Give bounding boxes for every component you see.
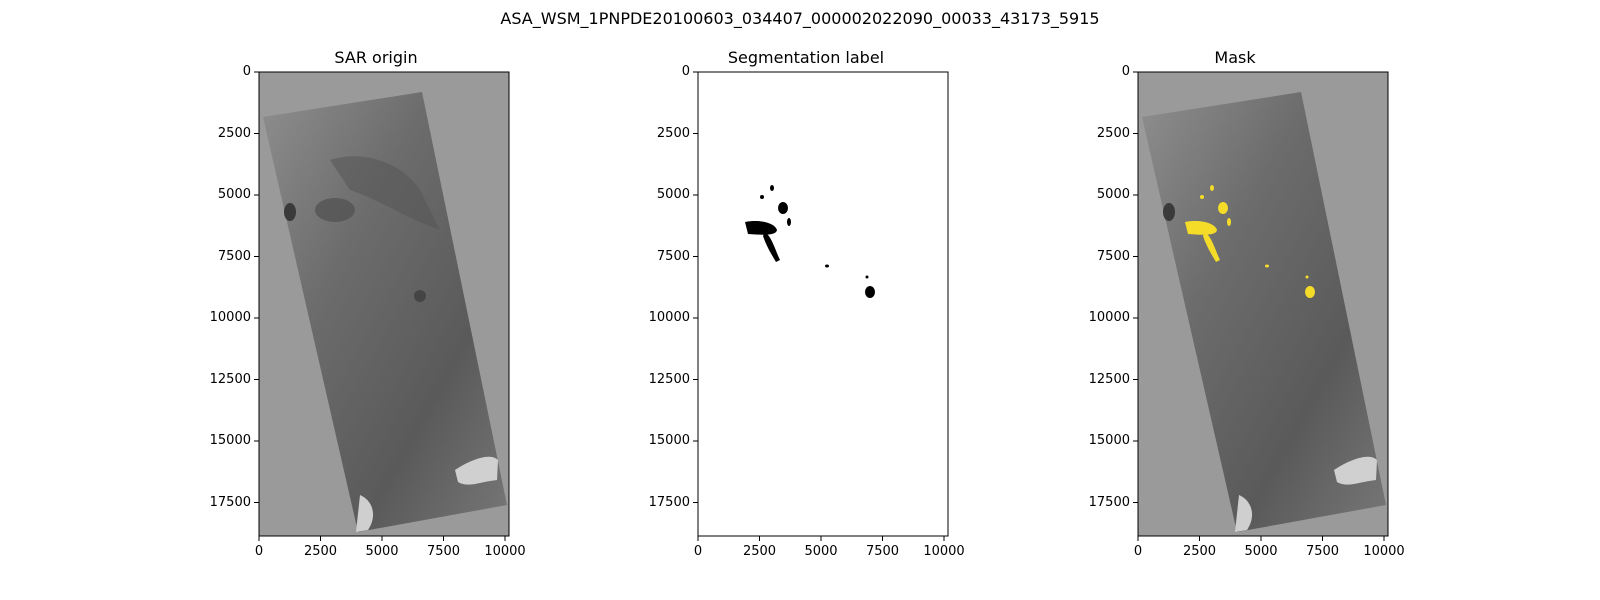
y-tick-label: 10000 xyxy=(648,310,690,325)
slick-region xyxy=(763,232,780,262)
mask-slick-overlay xyxy=(1210,185,1214,191)
x-tick-label: 7500 xyxy=(865,544,900,559)
mask-slick-dark xyxy=(1163,203,1175,221)
y-tick-label: 17500 xyxy=(209,494,251,510)
y-tick-label: 5000 xyxy=(656,187,690,202)
slick-region xyxy=(825,264,829,268)
y-tick-label: 7500 xyxy=(656,248,690,264)
axes-frame-2 xyxy=(697,71,949,537)
y-tick-label: 5000 xyxy=(217,187,251,202)
slick-region xyxy=(770,185,774,191)
slick-region xyxy=(778,202,788,214)
mask-image xyxy=(1138,72,1388,536)
sar-coastline-dark xyxy=(330,156,440,230)
slick-region xyxy=(745,220,777,235)
x-tick-label: 10000 xyxy=(1363,544,1405,559)
axes-frame-1 xyxy=(258,71,510,537)
mask-slick-overlay xyxy=(1227,218,1231,226)
sar-slick-dark xyxy=(315,198,355,222)
sar-land-bottom-2 xyxy=(356,495,374,532)
y-tick-label: 2500 xyxy=(656,125,690,141)
mask-slick-overlay xyxy=(1203,232,1220,262)
mask-slick-overlay xyxy=(1200,195,1204,199)
y-tick-label: 12500 xyxy=(1088,371,1130,387)
y-tick-label: 0 xyxy=(1121,64,1130,79)
mask-slick-overlay xyxy=(1305,275,1309,279)
x-tick-label: 5000 xyxy=(365,544,399,559)
y-tick-label: 2500 xyxy=(1096,125,1130,141)
figure-suptitle: ASA_WSM_1PNPDE20100603_034407_0000020220… xyxy=(500,9,1100,28)
x-tick-label: 10000 xyxy=(923,544,965,559)
sar-slick-dark xyxy=(414,290,426,302)
x-tick-label: 10000 xyxy=(484,544,526,559)
y-tick-label: 17500 xyxy=(1088,494,1130,510)
y-tick-label: 12500 xyxy=(209,371,251,387)
y-tick-label: 17500 xyxy=(648,494,690,510)
x-tick-label: 0 xyxy=(693,544,703,559)
y-tick-label: 10000 xyxy=(1088,310,1130,325)
x-tick-label: 5000 xyxy=(804,544,838,559)
slick-region xyxy=(865,286,875,298)
tick-marks xyxy=(254,71,1385,541)
mask-swath xyxy=(1142,92,1386,532)
y-tick-label: 15000 xyxy=(1088,433,1130,448)
label-background xyxy=(698,72,948,536)
mask-land-bottom-2 xyxy=(1235,495,1253,532)
x-tick-label: 2500 xyxy=(742,544,777,559)
panel-title-sar-origin: SAR origin xyxy=(334,48,418,67)
y-tick-label: 0 xyxy=(681,64,690,79)
panel-title-mask: Mask xyxy=(1214,48,1256,67)
sar-slick-dark xyxy=(284,203,296,221)
slick-region xyxy=(760,195,764,199)
mask-slick-overlay xyxy=(1218,202,1228,214)
x-tick-label: 7500 xyxy=(426,544,461,559)
x-tick-label: 0 xyxy=(254,544,264,559)
slick-region xyxy=(787,218,791,226)
y-tick-label: 2500 xyxy=(217,125,251,141)
segmentation-label-image xyxy=(698,72,948,536)
x-tick-label: 5000 xyxy=(1244,544,1278,559)
mask-slick-overlay xyxy=(1305,286,1315,298)
x-tick-label: 7500 xyxy=(1305,544,1340,559)
y-tick-label: 15000 xyxy=(209,433,251,448)
x-tick-label: 2500 xyxy=(303,544,338,559)
y-tick-label: 0 xyxy=(242,64,251,79)
slick-region xyxy=(865,275,869,279)
sar-land-bottom xyxy=(455,456,498,485)
y-tick-label: 10000 xyxy=(209,310,251,325)
sar-origin-image xyxy=(259,72,509,536)
x-tick-label: 2500 xyxy=(1182,544,1217,559)
y-tick-label: 15000 xyxy=(648,433,690,448)
x-tick-label: 0 xyxy=(1133,544,1143,559)
mask-slick-overlay xyxy=(1265,264,1269,268)
mask-slick-overlay xyxy=(1185,220,1217,235)
y-tick-label: 7500 xyxy=(1096,248,1130,264)
y-tick-label: 5000 xyxy=(1096,187,1130,202)
panel-title-segmentation-label: Segmentation label xyxy=(727,48,885,67)
axes-frame-3 xyxy=(1137,71,1389,537)
y-tick-label: 7500 xyxy=(217,248,251,264)
mask-land-bottom xyxy=(1334,456,1377,485)
y-tick-label: 12500 xyxy=(648,371,690,387)
